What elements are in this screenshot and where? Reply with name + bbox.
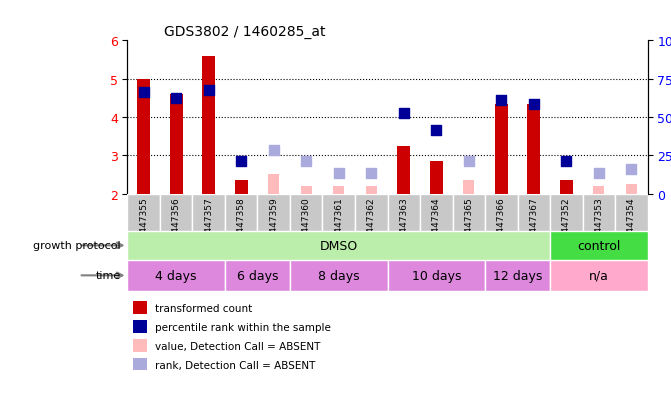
Text: GSM447366: GSM447366 — [497, 197, 506, 252]
Text: control: control — [577, 239, 621, 252]
Bar — [387, 260, 485, 291]
Text: 10 days: 10 days — [411, 269, 461, 282]
Text: GSM447352: GSM447352 — [562, 197, 571, 252]
Text: transformed count: transformed count — [155, 303, 252, 313]
Point — [593, 170, 604, 176]
Text: DMSO: DMSO — [319, 239, 358, 252]
Bar — [170, 95, 183, 194]
Bar — [133, 301, 147, 314]
Text: GSM447360: GSM447360 — [302, 197, 311, 252]
Bar — [517, 194, 550, 231]
Bar — [615, 194, 648, 231]
Point — [138, 90, 149, 96]
Bar — [290, 194, 323, 231]
Bar — [202, 57, 215, 194]
Text: GSM447364: GSM447364 — [431, 197, 441, 252]
Text: GSM447358: GSM447358 — [237, 197, 246, 252]
Bar — [133, 358, 147, 371]
Point — [171, 95, 182, 102]
Bar — [193, 194, 225, 231]
Bar — [527, 104, 540, 194]
Text: 12 days: 12 days — [493, 269, 542, 282]
Bar — [485, 260, 550, 291]
Point — [268, 147, 279, 154]
Point — [496, 97, 507, 104]
Bar — [355, 194, 387, 231]
Bar — [550, 231, 648, 260]
Text: value, Detection Call = ABSENT: value, Detection Call = ABSENT — [155, 341, 320, 351]
Point — [431, 128, 442, 134]
Point — [561, 158, 572, 165]
Text: GSM447359: GSM447359 — [269, 197, 278, 252]
Text: 6 days: 6 days — [237, 269, 278, 282]
Bar — [333, 187, 344, 194]
Bar — [463, 181, 474, 194]
Point — [203, 88, 214, 94]
Bar — [301, 187, 312, 194]
Bar — [133, 320, 147, 333]
Bar — [397, 146, 410, 194]
Point — [528, 101, 539, 108]
Bar — [387, 194, 420, 231]
Point — [366, 170, 376, 176]
Text: GSM447361: GSM447361 — [334, 197, 344, 252]
Text: rank, Detection Call = ABSENT: rank, Detection Call = ABSENT — [155, 360, 315, 370]
Bar — [127, 231, 550, 260]
Bar — [429, 161, 443, 194]
Text: GSM447363: GSM447363 — [399, 197, 408, 252]
Point — [333, 170, 344, 176]
Text: GSM447357: GSM447357 — [204, 197, 213, 252]
Point — [626, 166, 637, 173]
Point — [464, 158, 474, 165]
Bar — [323, 194, 355, 231]
Text: 4 days: 4 days — [156, 269, 197, 282]
Bar — [225, 194, 258, 231]
Bar — [268, 175, 279, 194]
Text: GDS3802 / 1460285_at: GDS3802 / 1460285_at — [164, 25, 325, 39]
Bar — [626, 185, 637, 194]
Bar — [225, 260, 290, 291]
Point — [301, 158, 311, 165]
Bar — [495, 104, 508, 194]
Bar — [127, 194, 160, 231]
Point — [236, 158, 247, 165]
Bar — [485, 194, 517, 231]
Bar — [550, 260, 648, 291]
Bar — [138, 79, 150, 194]
Text: percentile rank within the sample: percentile rank within the sample — [155, 322, 331, 332]
Bar — [593, 187, 605, 194]
Text: 8 days: 8 days — [318, 269, 360, 282]
Bar — [560, 181, 573, 194]
Text: GSM447354: GSM447354 — [627, 197, 635, 252]
Bar — [160, 194, 193, 231]
Text: GSM447355: GSM447355 — [140, 197, 148, 252]
Bar — [133, 339, 147, 352]
Text: growth protocol: growth protocol — [33, 241, 121, 251]
Bar — [127, 260, 225, 291]
Text: GSM447353: GSM447353 — [595, 197, 603, 252]
Text: n/a: n/a — [589, 269, 609, 282]
Bar — [420, 194, 452, 231]
Bar — [235, 181, 248, 194]
Bar — [550, 194, 582, 231]
Text: time: time — [95, 271, 121, 281]
Bar — [582, 194, 615, 231]
Bar — [258, 194, 290, 231]
Text: GSM447362: GSM447362 — [367, 197, 376, 252]
Text: GSM447356: GSM447356 — [172, 197, 180, 252]
Bar — [290, 260, 387, 291]
Text: GSM447365: GSM447365 — [464, 197, 473, 252]
Bar — [452, 194, 485, 231]
Text: GSM447367: GSM447367 — [529, 197, 538, 252]
Point — [399, 111, 409, 117]
Bar — [366, 187, 377, 194]
